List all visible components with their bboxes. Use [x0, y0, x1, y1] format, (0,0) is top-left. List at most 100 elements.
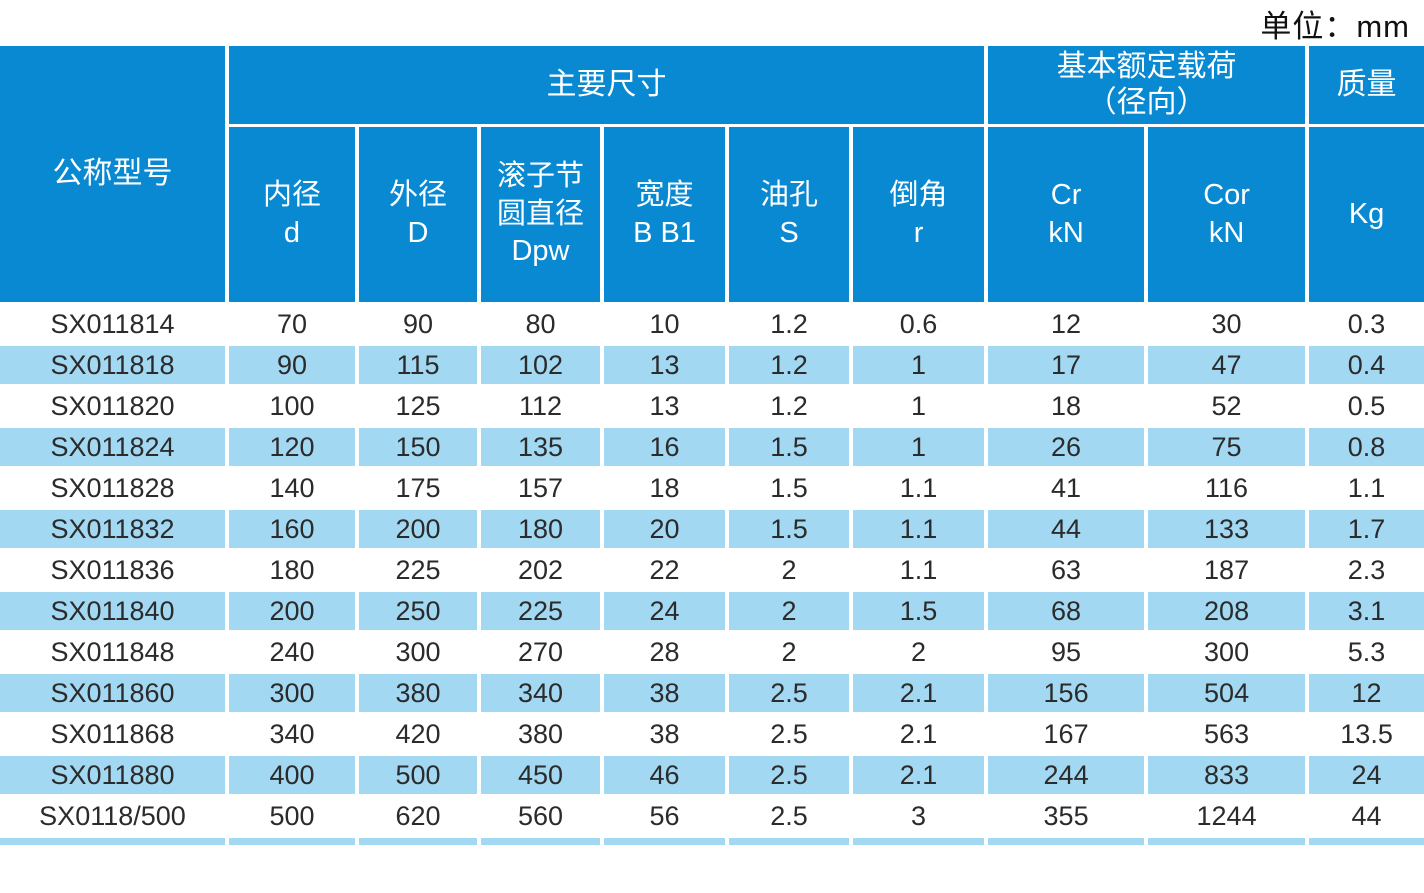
value-cell: 10	[604, 305, 729, 346]
table-row: SX011840 200 250 225 24 2 1.5 68 208 3.1	[0, 592, 1424, 633]
value-cell: 24	[1309, 756, 1424, 797]
bearing-spec-table: 公称型号 主要尺寸 基本额定载荷 （径向） 质量 内径 d 外径 D 滚子节 圆直径 Dpw…	[0, 46, 1424, 848]
value-cell: 420	[359, 715, 481, 756]
value-cell	[1148, 838, 1310, 848]
value-cell: 116	[1148, 469, 1310, 510]
value-cell: 2	[853, 633, 989, 674]
subheader-cell: 油孔 S	[729, 127, 853, 305]
value-cell: 560	[481, 797, 604, 838]
header-load-rating: 基本额定载荷 （径向）	[988, 46, 1310, 127]
value-cell	[988, 838, 1149, 848]
value-cell: 1	[853, 387, 989, 428]
subheader-cell: Kg	[1309, 127, 1424, 305]
value-cell: 18	[604, 469, 729, 510]
value-cell: 187	[1148, 551, 1310, 592]
value-cell: 2.5	[729, 756, 853, 797]
value-cell: 135	[481, 428, 604, 469]
value-cell: 47	[1148, 346, 1310, 387]
value-cell: 100	[229, 387, 359, 428]
value-cell: 0.5	[1309, 387, 1424, 428]
value-cell: 3.1	[1309, 592, 1424, 633]
value-cell: 115	[359, 346, 481, 387]
value-cell: 1	[853, 346, 989, 387]
value-cell: 300	[229, 674, 359, 715]
value-cell: 38	[604, 674, 729, 715]
value-cell: 68	[988, 592, 1149, 633]
value-cell: 12	[1309, 674, 1424, 715]
value-cell: 208	[1148, 592, 1310, 633]
table-row: SX011860 300 380 340 38 2.5 2.1 156 504 12	[0, 674, 1424, 715]
table-header: 公称型号 主要尺寸 基本额定载荷 （径向） 质量 内径 d 外径 D 滚子节 圆直径 Dpw…	[0, 46, 1424, 305]
value-cell: 90	[359, 305, 481, 346]
value-cell: 133	[1148, 510, 1310, 551]
value-cell: 240	[229, 633, 359, 674]
value-cell: 63	[988, 551, 1149, 592]
model-cell: SX011818	[0, 346, 229, 387]
model-cell: SX011860	[0, 674, 229, 715]
subheader-cell: Cr kN	[988, 127, 1149, 305]
value-cell: 157	[481, 469, 604, 510]
model-cell: SX011828	[0, 469, 229, 510]
header-main-dimensions: 主要尺寸	[229, 46, 989, 127]
value-cell: 1.1	[853, 510, 989, 551]
header-load-rating-line2: （径向）	[1086, 86, 1207, 119]
value-cell: 2	[729, 633, 853, 674]
value-cell	[481, 838, 604, 848]
value-cell: 2.1	[853, 674, 989, 715]
subheader-cell: 内径 d	[229, 127, 359, 305]
value-cell: 22	[604, 551, 729, 592]
value-cell: 2.5	[729, 797, 853, 838]
value-cell: 2.1	[853, 756, 989, 797]
value-cell: 200	[359, 510, 481, 551]
value-cell: 380	[481, 715, 604, 756]
model-cell: SX011814	[0, 305, 229, 346]
value-cell: 13.5	[1309, 715, 1424, 756]
value-cell: 1.1	[1309, 469, 1424, 510]
model-cell: SX011824	[0, 428, 229, 469]
value-cell: 46	[604, 756, 729, 797]
value-cell: 2.3	[1309, 551, 1424, 592]
value-cell: 13	[604, 346, 729, 387]
value-cell: 2.5	[729, 715, 853, 756]
subheader-cell: 外径 D	[359, 127, 481, 305]
value-cell: 1.5	[729, 469, 853, 510]
value-cell: 56	[604, 797, 729, 838]
value-cell	[0, 838, 229, 848]
header-model: 公称型号	[0, 46, 229, 305]
value-cell: 833	[1148, 756, 1310, 797]
value-cell: 3	[853, 797, 989, 838]
value-cell: 175	[359, 469, 481, 510]
header-load-rating-line1: 基本额定载荷	[1056, 50, 1237, 83]
value-cell: 1	[853, 428, 989, 469]
value-cell: 0.4	[1309, 346, 1424, 387]
value-cell: 1.5	[729, 510, 853, 551]
value-cell: 355	[988, 797, 1149, 838]
value-cell: 156	[988, 674, 1149, 715]
model-cell: SX011836	[0, 551, 229, 592]
value-cell: 16	[604, 428, 729, 469]
value-cell: 41	[988, 469, 1149, 510]
table-row: SX011824 120 150 135 16 1.5 1 26 75 0.8	[0, 428, 1424, 469]
value-cell: 300	[359, 633, 481, 674]
value-cell: 90	[229, 346, 359, 387]
value-cell: 125	[359, 387, 481, 428]
value-cell: 26	[988, 428, 1149, 469]
model-cell: SX0118/500	[0, 797, 229, 838]
model-cell: SX011848	[0, 633, 229, 674]
value-cell: 5.3	[1309, 633, 1424, 674]
table-row: SX0118/500 500 620 560 56 2.5 3 355 1244 44	[0, 797, 1424, 838]
value-cell: 44	[1309, 797, 1424, 838]
table-body: SX011814 70 90 80 10 1.2 0.6 12 30 0.3 SX011818 90 1…	[0, 305, 1424, 848]
value-cell	[604, 838, 729, 848]
value-cell: 1.2	[729, 387, 853, 428]
value-cell: 500	[229, 797, 359, 838]
header-row-sub: 内径 d 外径 D 滚子节 圆直径 Dpw 宽度 B B1 油孔 S 倒角 r Cr kN Cor kN Kg	[0, 127, 1424, 305]
subheader-cell: 滚子节 圆直径 Dpw	[481, 127, 604, 305]
value-cell: 2.1	[853, 715, 989, 756]
value-cell: 30	[1148, 305, 1310, 346]
value-cell	[853, 838, 989, 848]
value-cell: 167	[988, 715, 1149, 756]
value-cell: 340	[229, 715, 359, 756]
value-cell: 1.1	[853, 551, 989, 592]
value-cell: 102	[481, 346, 604, 387]
